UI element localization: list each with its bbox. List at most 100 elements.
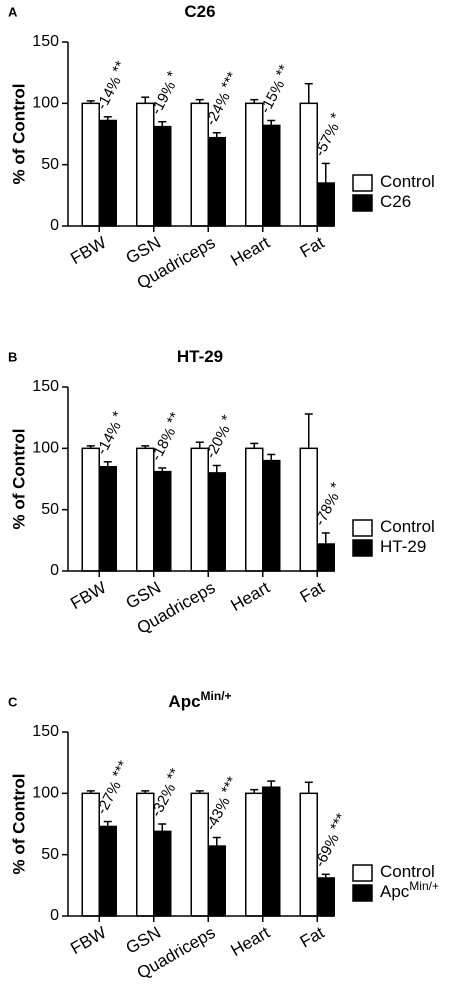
annotation: -15%** xyxy=(254,62,296,116)
bar xyxy=(262,786,281,917)
panel: B HT-29% of Control050100150FBW-14%*GSN-1… xyxy=(8,347,435,637)
legend-swatch xyxy=(352,539,373,557)
annotation: -20%* xyxy=(200,412,239,461)
bar xyxy=(245,447,264,572)
y-tick-label: 0 xyxy=(50,562,59,579)
annotation: -18%** xyxy=(145,409,187,463)
change-label: -14% xyxy=(93,419,124,458)
y-tick-label: 100 xyxy=(32,95,59,112)
chart-title: C26 xyxy=(184,2,215,21)
legend-name: HT-29 xyxy=(380,537,426,556)
annotation: -19%* xyxy=(145,68,184,117)
panel-label: B xyxy=(8,349,17,364)
legend-label: Control xyxy=(380,862,435,881)
title-text: HT-29 xyxy=(177,347,223,366)
bar xyxy=(316,182,335,227)
bar xyxy=(81,102,100,227)
bar xyxy=(299,447,318,572)
bar xyxy=(207,845,226,917)
annotation: -14%* xyxy=(91,408,130,457)
annotation: -24%*** xyxy=(200,69,244,128)
bar xyxy=(245,792,264,917)
legend-name: Control xyxy=(380,517,435,536)
bar xyxy=(153,830,172,917)
legend-label: C26 xyxy=(380,192,411,211)
significance: *** xyxy=(327,811,350,835)
legend-label: Control xyxy=(380,517,435,536)
significance: ** xyxy=(272,62,293,80)
chart-title: ApcMin/+ xyxy=(168,689,231,711)
bar xyxy=(262,459,281,572)
bar xyxy=(207,472,226,572)
y-tick-label: 100 xyxy=(32,440,59,457)
legend-swatch xyxy=(352,174,373,192)
x-tick-label: FBW xyxy=(67,578,109,613)
y-tick-label: 150 xyxy=(32,33,59,50)
x-tick-label: Heart xyxy=(227,923,273,960)
significance: *** xyxy=(218,774,241,798)
legend-name: Control xyxy=(380,172,435,191)
y-tick-label: 100 xyxy=(32,785,59,802)
x-tick-label: Fat xyxy=(297,233,328,262)
legend-name: Control xyxy=(380,862,435,881)
y-axis-label: % of Control xyxy=(9,773,28,874)
panel: C ApcMin/+% of Control050100150FBW-27%***… xyxy=(8,689,439,983)
y-axis-label: % of Control xyxy=(9,83,28,184)
bar xyxy=(81,447,100,572)
y-tick-label: 150 xyxy=(32,723,59,740)
change-label: -19% xyxy=(148,79,179,118)
y-tick-label: 0 xyxy=(50,217,59,234)
bar xyxy=(316,543,335,572)
panel: A C26% of Control050100150FBW-14%**GSN-19… xyxy=(8,2,435,292)
title-text: C26 xyxy=(184,2,215,21)
significance: *** xyxy=(218,69,241,93)
legend-name: C26 xyxy=(380,192,411,211)
legend-swatch xyxy=(352,194,373,212)
significance: ** xyxy=(163,765,184,783)
bar xyxy=(316,877,335,917)
legend-label: ApcMin/+ xyxy=(380,879,439,901)
bar xyxy=(207,136,226,227)
bar xyxy=(262,124,281,227)
title-text: Apc xyxy=(168,692,200,711)
panel-label: A xyxy=(8,4,18,19)
x-tick-label: FBW xyxy=(67,233,109,268)
legend-swatch xyxy=(352,864,373,882)
bar xyxy=(190,447,209,572)
x-tick-label: Fat xyxy=(297,923,328,952)
y-axis-label: % of Control xyxy=(9,428,28,529)
x-tick-label: Heart xyxy=(227,578,273,615)
change-label: -14% xyxy=(93,74,124,113)
bar xyxy=(98,465,117,572)
annotation: -27%*** xyxy=(91,758,135,817)
y-tick-label: 50 xyxy=(41,501,59,518)
significance: ** xyxy=(163,409,184,427)
bar xyxy=(153,125,172,227)
bar xyxy=(98,825,117,917)
bar xyxy=(153,470,172,572)
x-tick-label: FBW xyxy=(67,923,109,958)
panel-label: C xyxy=(8,694,18,709)
change-label: -18% xyxy=(148,425,179,464)
significance: *** xyxy=(109,758,132,782)
change-label: -20% xyxy=(202,422,233,461)
y-tick-label: 50 xyxy=(41,846,59,863)
bar xyxy=(136,447,155,572)
legend-swatch xyxy=(352,884,373,902)
chart-title: HT-29 xyxy=(177,347,223,366)
legend-swatch xyxy=(352,519,373,537)
annotation: -14%** xyxy=(91,58,133,112)
title-sup: Min/+ xyxy=(201,689,232,703)
change-label: -15% xyxy=(257,77,288,116)
legend-label: HT-29 xyxy=(380,537,426,556)
bar xyxy=(299,102,318,227)
x-tick-label: Fat xyxy=(297,578,328,607)
x-tick-label: Heart xyxy=(227,233,273,270)
y-tick-label: 0 xyxy=(50,907,59,924)
significance: ** xyxy=(109,58,130,76)
bar xyxy=(98,119,117,227)
bar xyxy=(190,792,209,917)
legend-name: Apc xyxy=(380,882,410,901)
